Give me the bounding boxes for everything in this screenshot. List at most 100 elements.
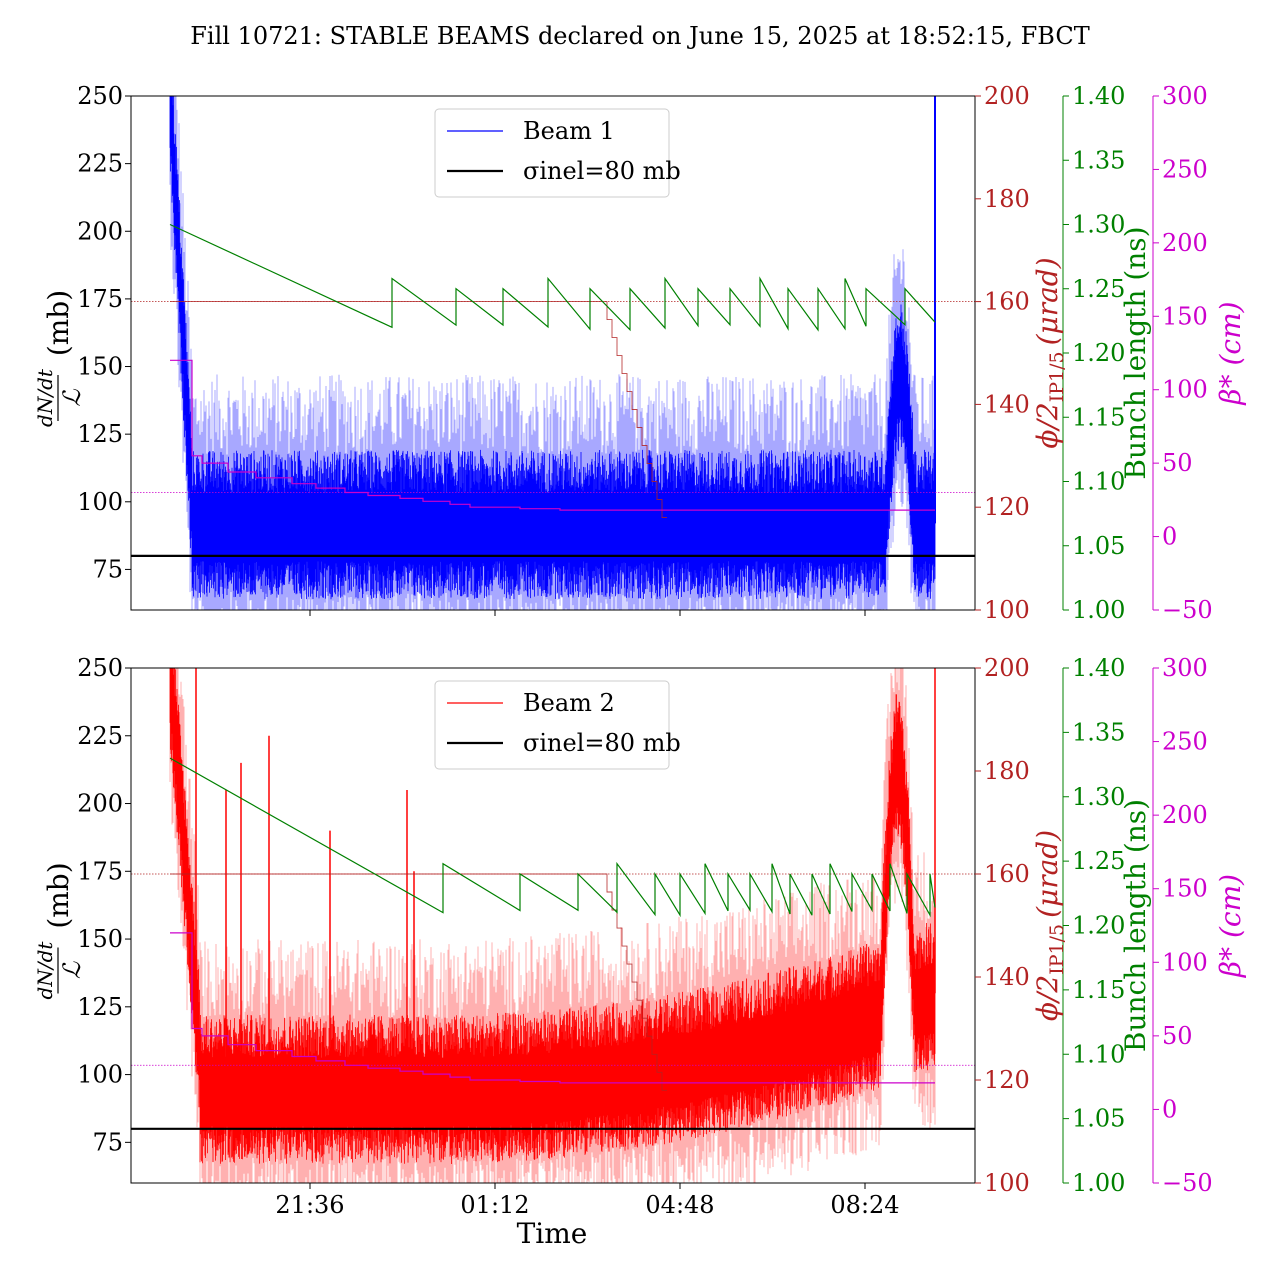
legend-label-beam: Beam 1 xyxy=(523,117,615,145)
x-tick-label: 04:48 xyxy=(645,1191,714,1219)
crossing-angle-series xyxy=(170,873,667,1091)
right-axis-tick-label: 1.40 xyxy=(1072,82,1125,110)
y-tick-label: 125 xyxy=(77,993,123,1021)
x-tick-label: 08:24 xyxy=(830,1191,899,1219)
beta-star-series xyxy=(170,932,935,1084)
right-axis-tick-label: 250 xyxy=(1162,728,1208,756)
crossing-angle-unit: (μrad) xyxy=(1031,830,1064,918)
right-axis-tick-label: 250 xyxy=(1162,155,1208,183)
y-label-numerator: dN/dt xyxy=(33,941,57,1000)
y-tick-label: 175 xyxy=(77,857,123,885)
legend: Beam 1 σinel=80 mb xyxy=(434,108,681,198)
y-tick-label: 175 xyxy=(77,285,123,313)
crossing-angle-subscript: IP1/5 xyxy=(1046,351,1068,402)
right-axis-tick-label: 1.25 xyxy=(1072,275,1125,303)
crossing-angle-symbol: ϕ/2 xyxy=(1031,975,1064,1021)
legend-label-sigma: σinel=80 mb xyxy=(523,157,681,185)
right-axis-tick-label: 1.40 xyxy=(1072,654,1125,682)
right-axis-tick-label: 140 xyxy=(984,390,1030,418)
y-tick-label: 150 xyxy=(77,353,123,381)
right-axis-tick-label: 100 xyxy=(1162,376,1208,404)
plot-frame xyxy=(130,95,976,611)
crossing-angle-symbol: ϕ/2 xyxy=(1031,402,1064,448)
right-axis-tick-label: 0 xyxy=(1162,1095,1177,1123)
beta-star-axis-label: β* (cm) xyxy=(1214,874,1247,978)
crossing-angle-unit: (μrad) xyxy=(1031,257,1064,345)
crossing-angle-axis-label: ϕ/2IP1/5 (μrad) xyxy=(1031,830,1068,1021)
y-tick-label: 250 xyxy=(77,82,123,110)
right-axis-tick-label: 1.15 xyxy=(1072,976,1125,1004)
right-axis-tick-label: 1.00 xyxy=(1072,596,1125,624)
y-tick-label: 150 xyxy=(77,925,123,953)
right-axis-tick-label: 100 xyxy=(984,596,1030,624)
legend-label-beam: Beam 2 xyxy=(523,689,615,717)
right-axis-tick-label: 300 xyxy=(1162,654,1208,682)
bunch-length-axis-label: Bunch length (ns) xyxy=(1119,226,1152,479)
right-axis-tick-label: 140 xyxy=(984,963,1030,991)
right-axis-tick-label: 1.00 xyxy=(1072,1169,1125,1197)
right-axis-tick-label: 50 xyxy=(1162,1022,1193,1050)
right-axis-tick-label: 150 xyxy=(1162,302,1208,330)
right-axis-tick-label: 1.20 xyxy=(1072,339,1125,367)
y-tick-label: 75 xyxy=(92,1128,123,1156)
right-axis-tick-label: 180 xyxy=(984,757,1030,785)
x-tick-label: 21:36 xyxy=(275,1191,344,1219)
y-axis-label: dN/dt ℒ (mb) xyxy=(33,862,86,999)
right-axis-tick-label: 1.25 xyxy=(1072,847,1125,875)
bunch-length-axis-label: Bunch length (ns) xyxy=(1119,799,1152,1052)
right-axis-tick-label: 120 xyxy=(984,493,1030,521)
beta-star-axis-label-wrap: β* (cm) xyxy=(1214,874,1247,978)
y-label-denominator: ℒ xyxy=(58,389,86,407)
y-tick-label: 75 xyxy=(92,555,123,583)
chart-title: Fill 10721: STABLE BEAMS declared on Jun… xyxy=(190,22,1090,50)
right-axis-tick-label: 200 xyxy=(984,654,1030,682)
right-axis-tick-label: 1.05 xyxy=(1072,1105,1125,1133)
right-axis-tick-label: 200 xyxy=(984,82,1030,110)
bunch-length-series xyxy=(169,757,936,918)
right-axis-tick-label: 100 xyxy=(984,1169,1030,1197)
right-axis-tick-label: 100 xyxy=(1162,948,1208,976)
y-label-unit: (mb) xyxy=(42,290,75,356)
right-axis-tick-label: 200 xyxy=(1162,229,1208,257)
right-axis-tick-label: 1.15 xyxy=(1072,403,1125,431)
right-axis-tick-label: 1.05 xyxy=(1072,532,1125,560)
y-tick-label: 125 xyxy=(77,420,123,448)
y-tick-label: 250 xyxy=(77,654,123,682)
top-panel-beam-1: 75 100 125 150 175 200 225 250 dN/dt ℒ (mb) 100 120 1… xyxy=(33,82,1247,624)
right-axis-tick-label: 180 xyxy=(984,185,1030,213)
plot-area xyxy=(131,668,975,1183)
y-tick-label: 200 xyxy=(77,790,123,818)
bunch-length-axis-label-wrap: Bunch length (ns) xyxy=(1119,226,1152,479)
beta-star-axis-label-wrap: β* (cm) xyxy=(1214,301,1247,405)
bottom-panel-beam-2: 75 100 125 150 175 200 225 250 dN/dt ℒ (mb) 100 120 1… xyxy=(33,654,1247,1219)
y-tick-label: 225 xyxy=(77,722,123,750)
right-axis-tick-label: 1.30 xyxy=(1072,783,1125,811)
right-axis-tick-label: 0 xyxy=(1162,523,1177,551)
crossing-angle-axis-label: ϕ/2IP1/5 (μrad) xyxy=(1031,257,1068,448)
bunch-length-axis-label-wrap: Bunch length (ns) xyxy=(1119,799,1152,1052)
y-tick-label: 100 xyxy=(77,1061,123,1089)
y-tick-label: 100 xyxy=(77,488,123,516)
plot-area xyxy=(131,96,975,610)
crossing-angle-series xyxy=(170,301,667,518)
right-axis-tick-label: 160 xyxy=(984,860,1030,888)
beam-series-1 xyxy=(169,96,936,600)
beta-star-series xyxy=(170,359,935,511)
plot-frame xyxy=(130,667,976,1184)
right-axis-tick-label: 1.35 xyxy=(1072,146,1125,174)
right-axis-tick-label: 1.30 xyxy=(1072,211,1125,239)
y-tick-label: 225 xyxy=(77,150,123,178)
right-axis-tick-label: 150 xyxy=(1162,875,1208,903)
y-tick-label: 200 xyxy=(77,217,123,245)
beta-star-axis-label: β* (cm) xyxy=(1214,301,1247,405)
legend: Beam 2 σinel=80 mb xyxy=(434,680,681,770)
right-axis-tick-label: −50 xyxy=(1162,596,1213,624)
legend-label-sigma: σinel=80 mb xyxy=(523,729,681,757)
crossing-angle-subscript: IP1/5 xyxy=(1046,924,1068,975)
right-axis-tick-label: 1.10 xyxy=(1072,468,1125,496)
right-axis-tick-label: 200 xyxy=(1162,801,1208,829)
x-tick-label: 01:12 xyxy=(460,1191,529,1219)
right-axis-tick-label: 300 xyxy=(1162,82,1208,110)
y-axis-label: dN/dt ℒ (mb) xyxy=(33,290,86,427)
y-label-numerator: dN/dt xyxy=(33,368,57,427)
